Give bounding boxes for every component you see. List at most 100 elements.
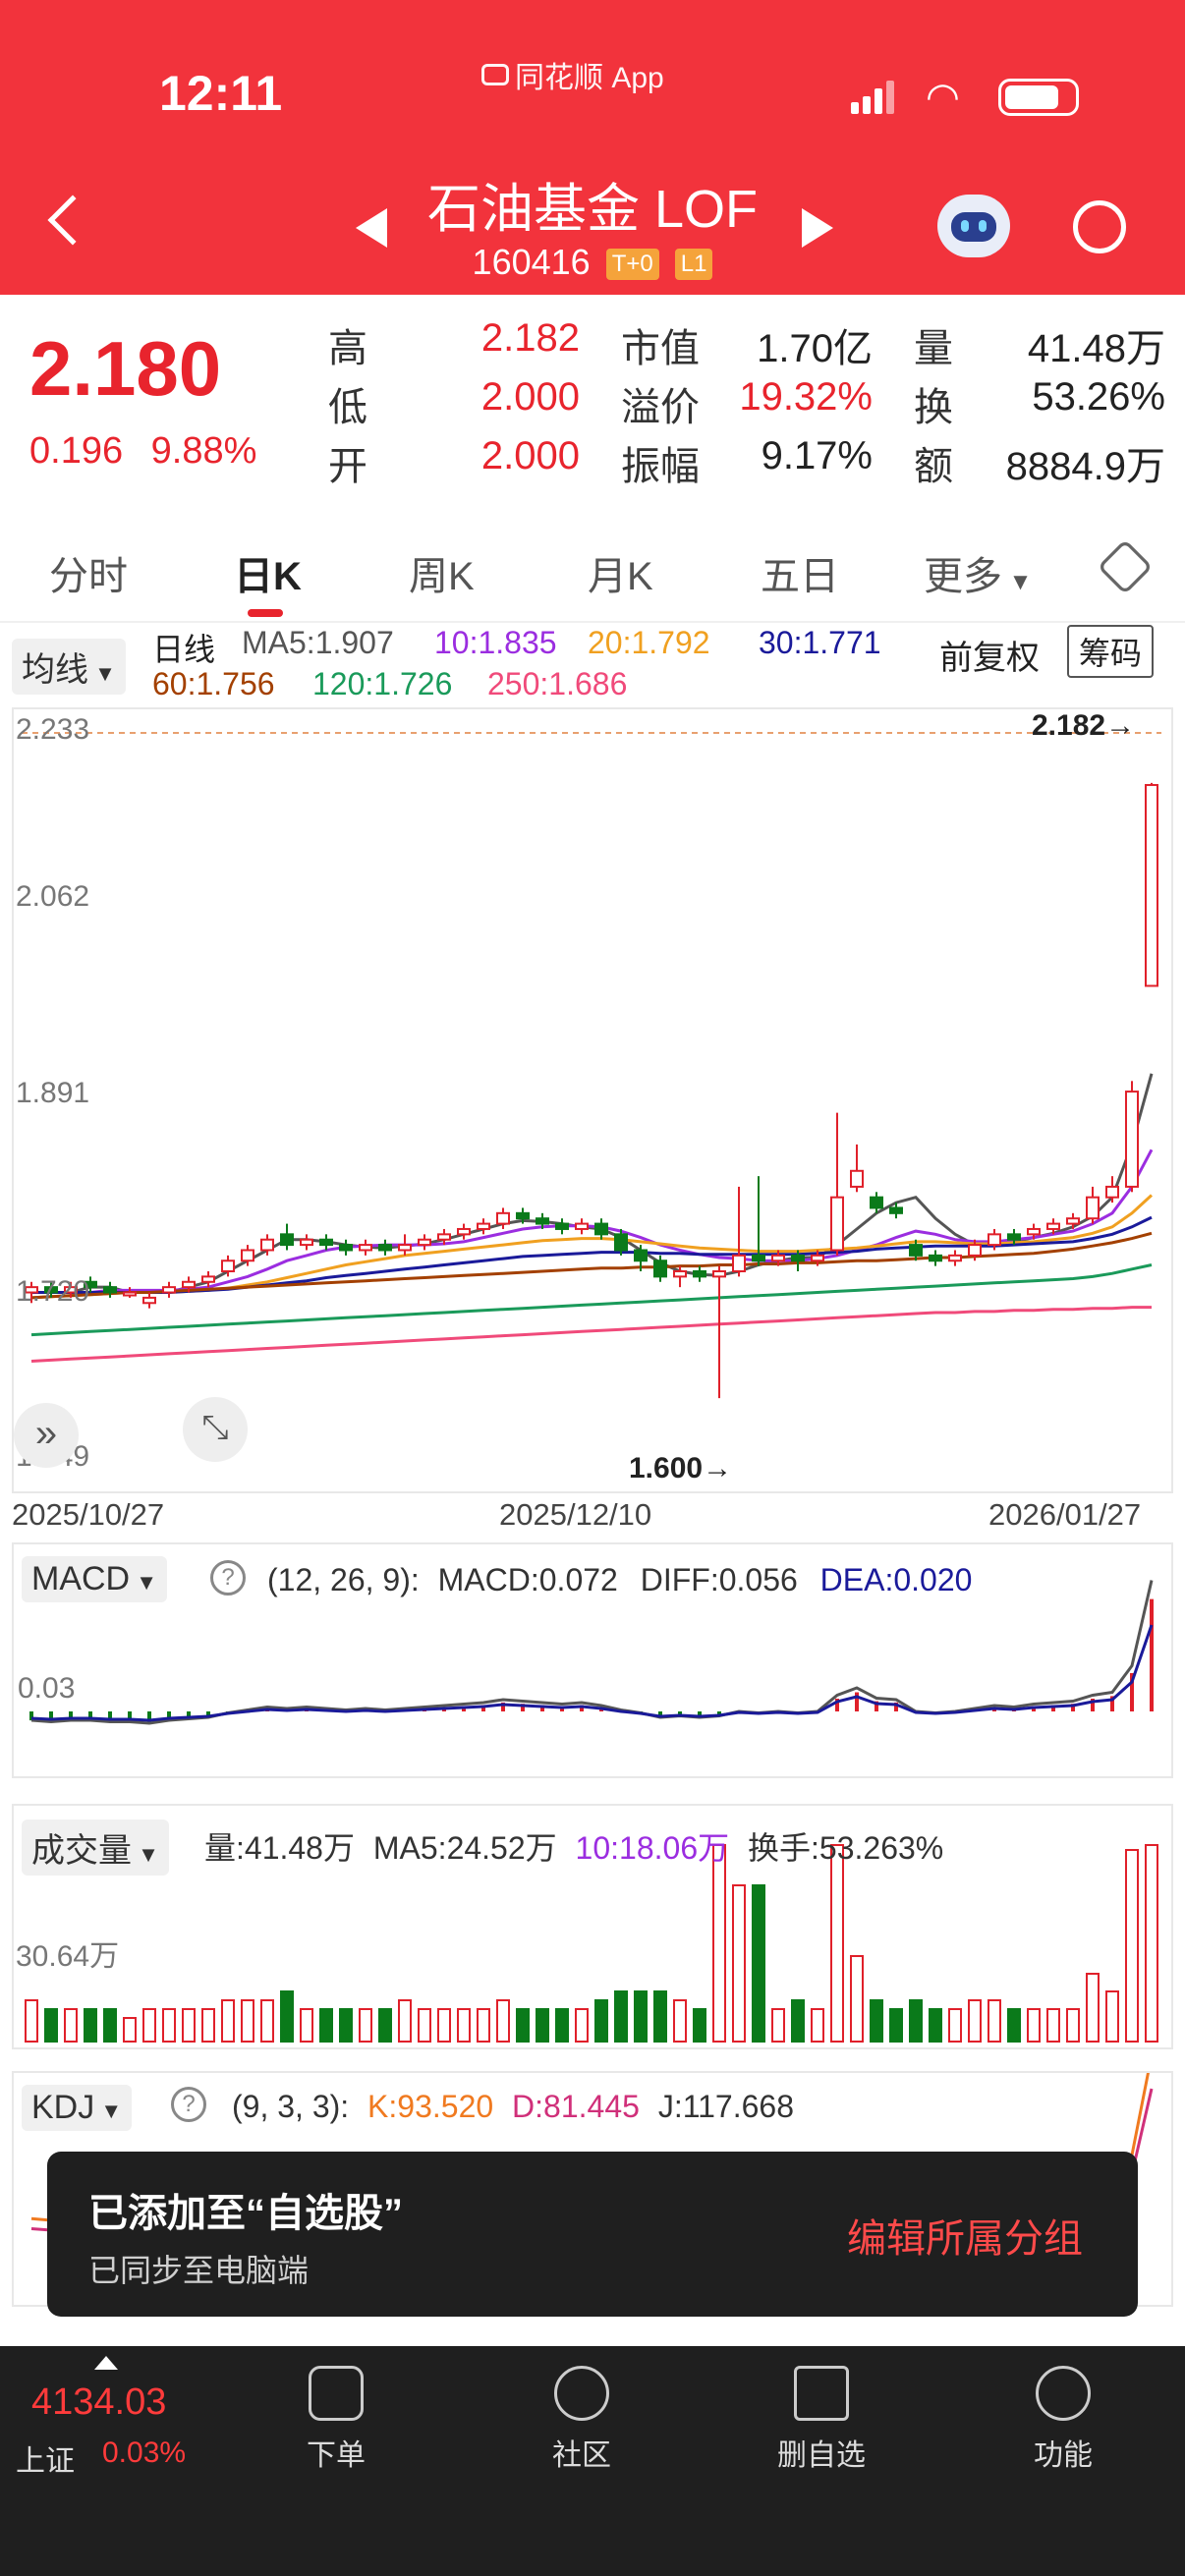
kdj-selector-label: KDJ bbox=[31, 2089, 95, 2126]
kdj-params: (9, 3, 3): bbox=[232, 2089, 350, 2124]
toast-subtitle: 已同步至电脑端 bbox=[88, 2253, 310, 2288]
quote-value: 1.70亿 bbox=[757, 327, 873, 370]
volume-panel[interactable] bbox=[12, 1804, 1173, 2049]
volume-bar bbox=[260, 1999, 274, 2043]
functions-button[interactable]: 功能 bbox=[985, 2366, 1142, 2474]
robot-assistant-icon[interactable] bbox=[937, 195, 1010, 257]
document-icon bbox=[309, 2366, 364, 2421]
candle-body bbox=[988, 1233, 1001, 1247]
chevron-down-icon: ▼ bbox=[88, 661, 116, 686]
tab-monthly-k[interactable]: 月K bbox=[588, 555, 653, 598]
search-icon[interactable] bbox=[1073, 200, 1126, 253]
macd-params: (12, 26, 9): MACD:0.072 DIFF:0.056 DEA:0… bbox=[267, 1562, 972, 1598]
help-icon[interactable]: ? bbox=[210, 1560, 246, 1596]
quote-label: 高 bbox=[328, 327, 367, 370]
candle-body bbox=[398, 1244, 412, 1252]
ma-period: 日线 bbox=[152, 632, 216, 667]
macd-selector[interactable]: MACD ▼ bbox=[22, 1556, 167, 1602]
volume-bar bbox=[84, 2008, 97, 2043]
tag-l1: L1 bbox=[674, 249, 713, 281]
ma-line-ma5 bbox=[31, 1073, 1154, 1294]
volume-bar bbox=[162, 2008, 176, 2043]
chips-button[interactable]: 筹码 bbox=[1067, 625, 1155, 678]
fullscreen-icon[interactable]: ⤡ bbox=[183, 1397, 248, 1462]
quote-panel bbox=[0, 295, 1185, 501]
index-pct: 0.03% bbox=[102, 2436, 187, 2469]
candle-body bbox=[594, 1222, 608, 1236]
volume-bar bbox=[44, 2008, 58, 2043]
wifi-icon: ◠ bbox=[926, 76, 960, 119]
volume-bar bbox=[673, 1999, 687, 2043]
dea-line bbox=[30, 1624, 1154, 1722]
candle-body bbox=[437, 1233, 451, 1241]
toast-added-watchlist: 已添加至“自选股” 已同步至电脑端 编辑所属分组 bbox=[47, 2152, 1138, 2317]
candle-body bbox=[1145, 784, 1158, 987]
candle-body bbox=[1007, 1233, 1021, 1241]
candle-body bbox=[44, 1286, 58, 1294]
quote-label: 量 bbox=[914, 327, 953, 370]
community-label: 社区 bbox=[552, 2439, 611, 2472]
order-button[interactable]: 下单 bbox=[257, 2366, 415, 2474]
quote-label: 额 bbox=[914, 445, 953, 488]
remove-watchlist-label: 删自选 bbox=[777, 2439, 866, 2472]
ma-legend-item: 10:1.835 bbox=[434, 625, 557, 660]
kdj-selector[interactable]: KDJ ▼ bbox=[22, 2085, 133, 2131]
candle-body bbox=[339, 1244, 353, 1252]
tab-more[interactable]: 更多 ▼ bbox=[924, 544, 1032, 601]
candle-body bbox=[575, 1222, 589, 1230]
edit-group-button[interactable]: 编辑所属分组 bbox=[847, 2217, 1083, 2261]
volume-bar bbox=[771, 2008, 785, 2043]
candle-body bbox=[142, 1296, 156, 1305]
candle-body bbox=[1105, 1185, 1119, 1199]
star-badge-icon bbox=[554, 2366, 609, 2421]
volume-bar bbox=[359, 2008, 372, 2043]
tab-five-day[interactable]: 五日 bbox=[761, 555, 839, 598]
adjust-mode[interactable]: 前复权 bbox=[939, 640, 1040, 677]
volume-bar bbox=[142, 2008, 156, 2043]
kline-panel[interactable] bbox=[12, 707, 1173, 1493]
candle-body bbox=[64, 1286, 78, 1294]
kdj-j: J:117.668 bbox=[657, 2089, 794, 2124]
candle-body bbox=[182, 1280, 196, 1289]
expand-left-icon[interactable]: » bbox=[14, 1403, 79, 1468]
volume-bar bbox=[182, 2008, 196, 2043]
candle-body bbox=[300, 1238, 313, 1247]
bottom-bar: 4134.03 上证 0.03% 下单 社区 删自选 功能 bbox=[0, 2346, 1185, 2576]
chevron-down-icon: ▼ bbox=[130, 1570, 157, 1595]
tab-weekly-k[interactable]: 周K bbox=[409, 555, 475, 598]
volume-selector-label: 成交量 bbox=[31, 1832, 132, 1870]
candle-body bbox=[1066, 1217, 1080, 1225]
battery-icon bbox=[998, 79, 1079, 116]
index-value[interactable]: 4134.03 bbox=[31, 2381, 167, 2423]
remove-watchlist-button[interactable]: 删自选 bbox=[743, 2366, 900, 2474]
low-marker: 1.600→ bbox=[629, 1452, 733, 1484]
help-icon[interactable]: ? bbox=[171, 2087, 206, 2122]
candle-body bbox=[457, 1227, 471, 1236]
tab-daily-k[interactable]: 日K bbox=[234, 555, 302, 598]
ma-selector[interactable]: 均线 ▼ bbox=[12, 639, 126, 695]
volume-bar bbox=[988, 1999, 1001, 2043]
community-button[interactable]: 社区 bbox=[503, 2366, 660, 2474]
volume-bar bbox=[64, 2008, 78, 2043]
prev-stock-icon[interactable] bbox=[356, 208, 387, 248]
next-stock-icon[interactable] bbox=[802, 208, 833, 248]
volume-bar bbox=[870, 1999, 883, 2043]
chart-settings-icon[interactable] bbox=[1097, 538, 1154, 595]
quote-value: 9.17% bbox=[761, 434, 873, 477]
candle-body bbox=[201, 1275, 215, 1283]
ma-line-ma60 bbox=[30, 1231, 1153, 1300]
index-name: 上证 bbox=[16, 2445, 75, 2478]
last-price: 2.180 bbox=[29, 325, 222, 412]
candle-body bbox=[811, 1254, 824, 1262]
volume-bar bbox=[516, 2008, 530, 2043]
volume-bar bbox=[457, 2008, 471, 2043]
candle-body bbox=[850, 1169, 864, 1188]
y-tick-3: 1.891 bbox=[16, 1077, 90, 1109]
tab-fenshi[interactable]: 分时 bbox=[49, 555, 128, 598]
period-tabs: 分时 日K 周K 月K 五日 更多 ▼ bbox=[0, 515, 1185, 623]
macd-panel[interactable] bbox=[12, 1542, 1173, 1778]
status-time: 12:11 bbox=[159, 66, 283, 121]
quote-label: 开 bbox=[328, 445, 367, 488]
volume-selector[interactable]: 成交量 ▼ bbox=[22, 1820, 169, 1876]
quote-value: 8884.9万 bbox=[1005, 445, 1165, 488]
